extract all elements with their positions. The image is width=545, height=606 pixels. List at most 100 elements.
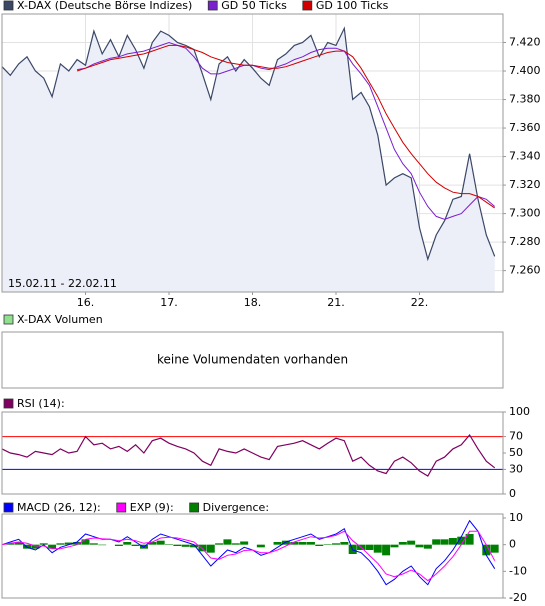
y-tick-label: 0 [509,487,516,500]
macd-line [1,519,496,586]
divergence-bar [290,542,299,545]
divergence-bar [373,544,382,553]
legend-swatch [207,0,218,11]
plot-frame [1,13,504,293]
divergence-bar [448,538,457,545]
divergence-bar [440,539,449,545]
legend-label: EXP (9): [130,501,174,514]
divergence-bar [206,544,215,553]
divergence-bar [256,544,265,548]
y-tick-label: 70 [509,430,523,443]
divergence-bar [390,544,399,548]
divergence-bar [48,544,57,549]
legend-label: GD 100 Ticks [316,0,389,12]
divergence-bar [173,544,182,546]
divergence-bar [315,544,324,546]
divergence-bar [323,544,332,545]
divergence-bar [423,544,432,549]
divergence-bar [415,544,424,548]
legend-swatch [3,502,14,513]
divergence-bar [340,542,349,545]
y-tick-label: -20 [509,591,527,604]
divergence-bar [306,542,315,545]
divergence-bar [131,544,140,546]
divergence-bar [365,544,374,550]
y-tick-label: 7.300 [509,207,541,220]
divergence-bar [190,544,199,548]
divergence-bar [114,544,123,546]
price-line [1,433,496,477]
divergence-bar [198,544,207,552]
divergence-bar [181,544,190,547]
divergence-bar [490,544,499,553]
divergence-bar [407,540,416,545]
y-tick-label: 7.380 [509,93,541,106]
legend-swatch [116,502,127,513]
legend-label: X-DAX Volumen [17,313,103,326]
y-tick-label: 7.320 [509,178,541,191]
y-tick-label: 10 [509,511,523,524]
divergence-bar [273,542,282,545]
plot-frame [1,411,504,495]
y-tick-label: 30 [509,462,523,475]
divergence-bar [98,544,107,546]
divergence-bar [231,543,240,545]
x-tick-label: 18. [244,296,262,309]
no-data-message: keine Volumendaten vorhanden [157,353,348,367]
divergence-bar [165,544,173,545]
divergence-bar [332,543,340,545]
y-tick-label: 7.340 [509,150,541,163]
divergence-bar [281,540,290,545]
y-tick-label: -10 [509,564,527,577]
divergence-bar [39,543,48,545]
legend-swatch [189,502,200,513]
divergence-bar [6,543,15,545]
divergence-bar [89,543,98,545]
divergence-bar [56,543,65,545]
legend-label: RSI (14): [17,397,65,410]
x-tick-label: 22. [411,296,429,309]
y-tick-label: 50 [509,446,523,459]
y-tick-label: 100 [509,405,530,418]
price-line [1,26,496,262]
legend-swatch [3,314,14,325]
y-tick-label: 7.400 [509,64,541,77]
macd-line [1,530,496,582]
divergence-bar [432,539,441,545]
average-line [77,41,496,220]
price-line-area [2,28,495,293]
divergence-bar [240,541,249,545]
divergence-bar [398,542,407,545]
plot-frame [1,331,504,389]
divergence-bar [382,544,391,556]
legend-label: GD 50 Ticks [221,0,287,12]
divergence-bar [123,542,132,545]
y-tick-label: 7.280 [509,235,541,248]
x-tick-label: 17. [160,296,178,309]
divergence-bar [81,539,90,545]
divergence-bar [223,539,232,545]
divergence-bar [298,542,307,545]
divergence-bar [465,534,474,545]
legend-swatch [3,0,14,11]
legend-swatch [3,398,14,409]
divergence-bar [148,542,157,545]
legend-label: MACD (26, 12): [17,501,101,514]
x-tick-label: 16. [77,296,95,309]
legend-label: Divergence: [203,501,269,514]
divergence-bar [156,540,165,545]
divergence-bar [64,542,73,545]
legend-swatch [302,0,313,11]
y-tick-label: 7.260 [509,264,541,277]
divergence-bar [31,544,40,549]
divergence-bar [14,542,23,545]
date-range: 15.02.11 - 22.02.11 [8,277,117,290]
y-tick-label: 7.360 [509,121,541,134]
divergence-bar [73,542,82,545]
y-tick-label: 0 [509,538,516,551]
legend-label: X-DAX (Deutsche Börse Indizes) [17,0,192,12]
x-tick-label: 21. [327,296,345,309]
plot-frame [1,513,504,599]
y-tick-label: 7.420 [509,36,541,49]
